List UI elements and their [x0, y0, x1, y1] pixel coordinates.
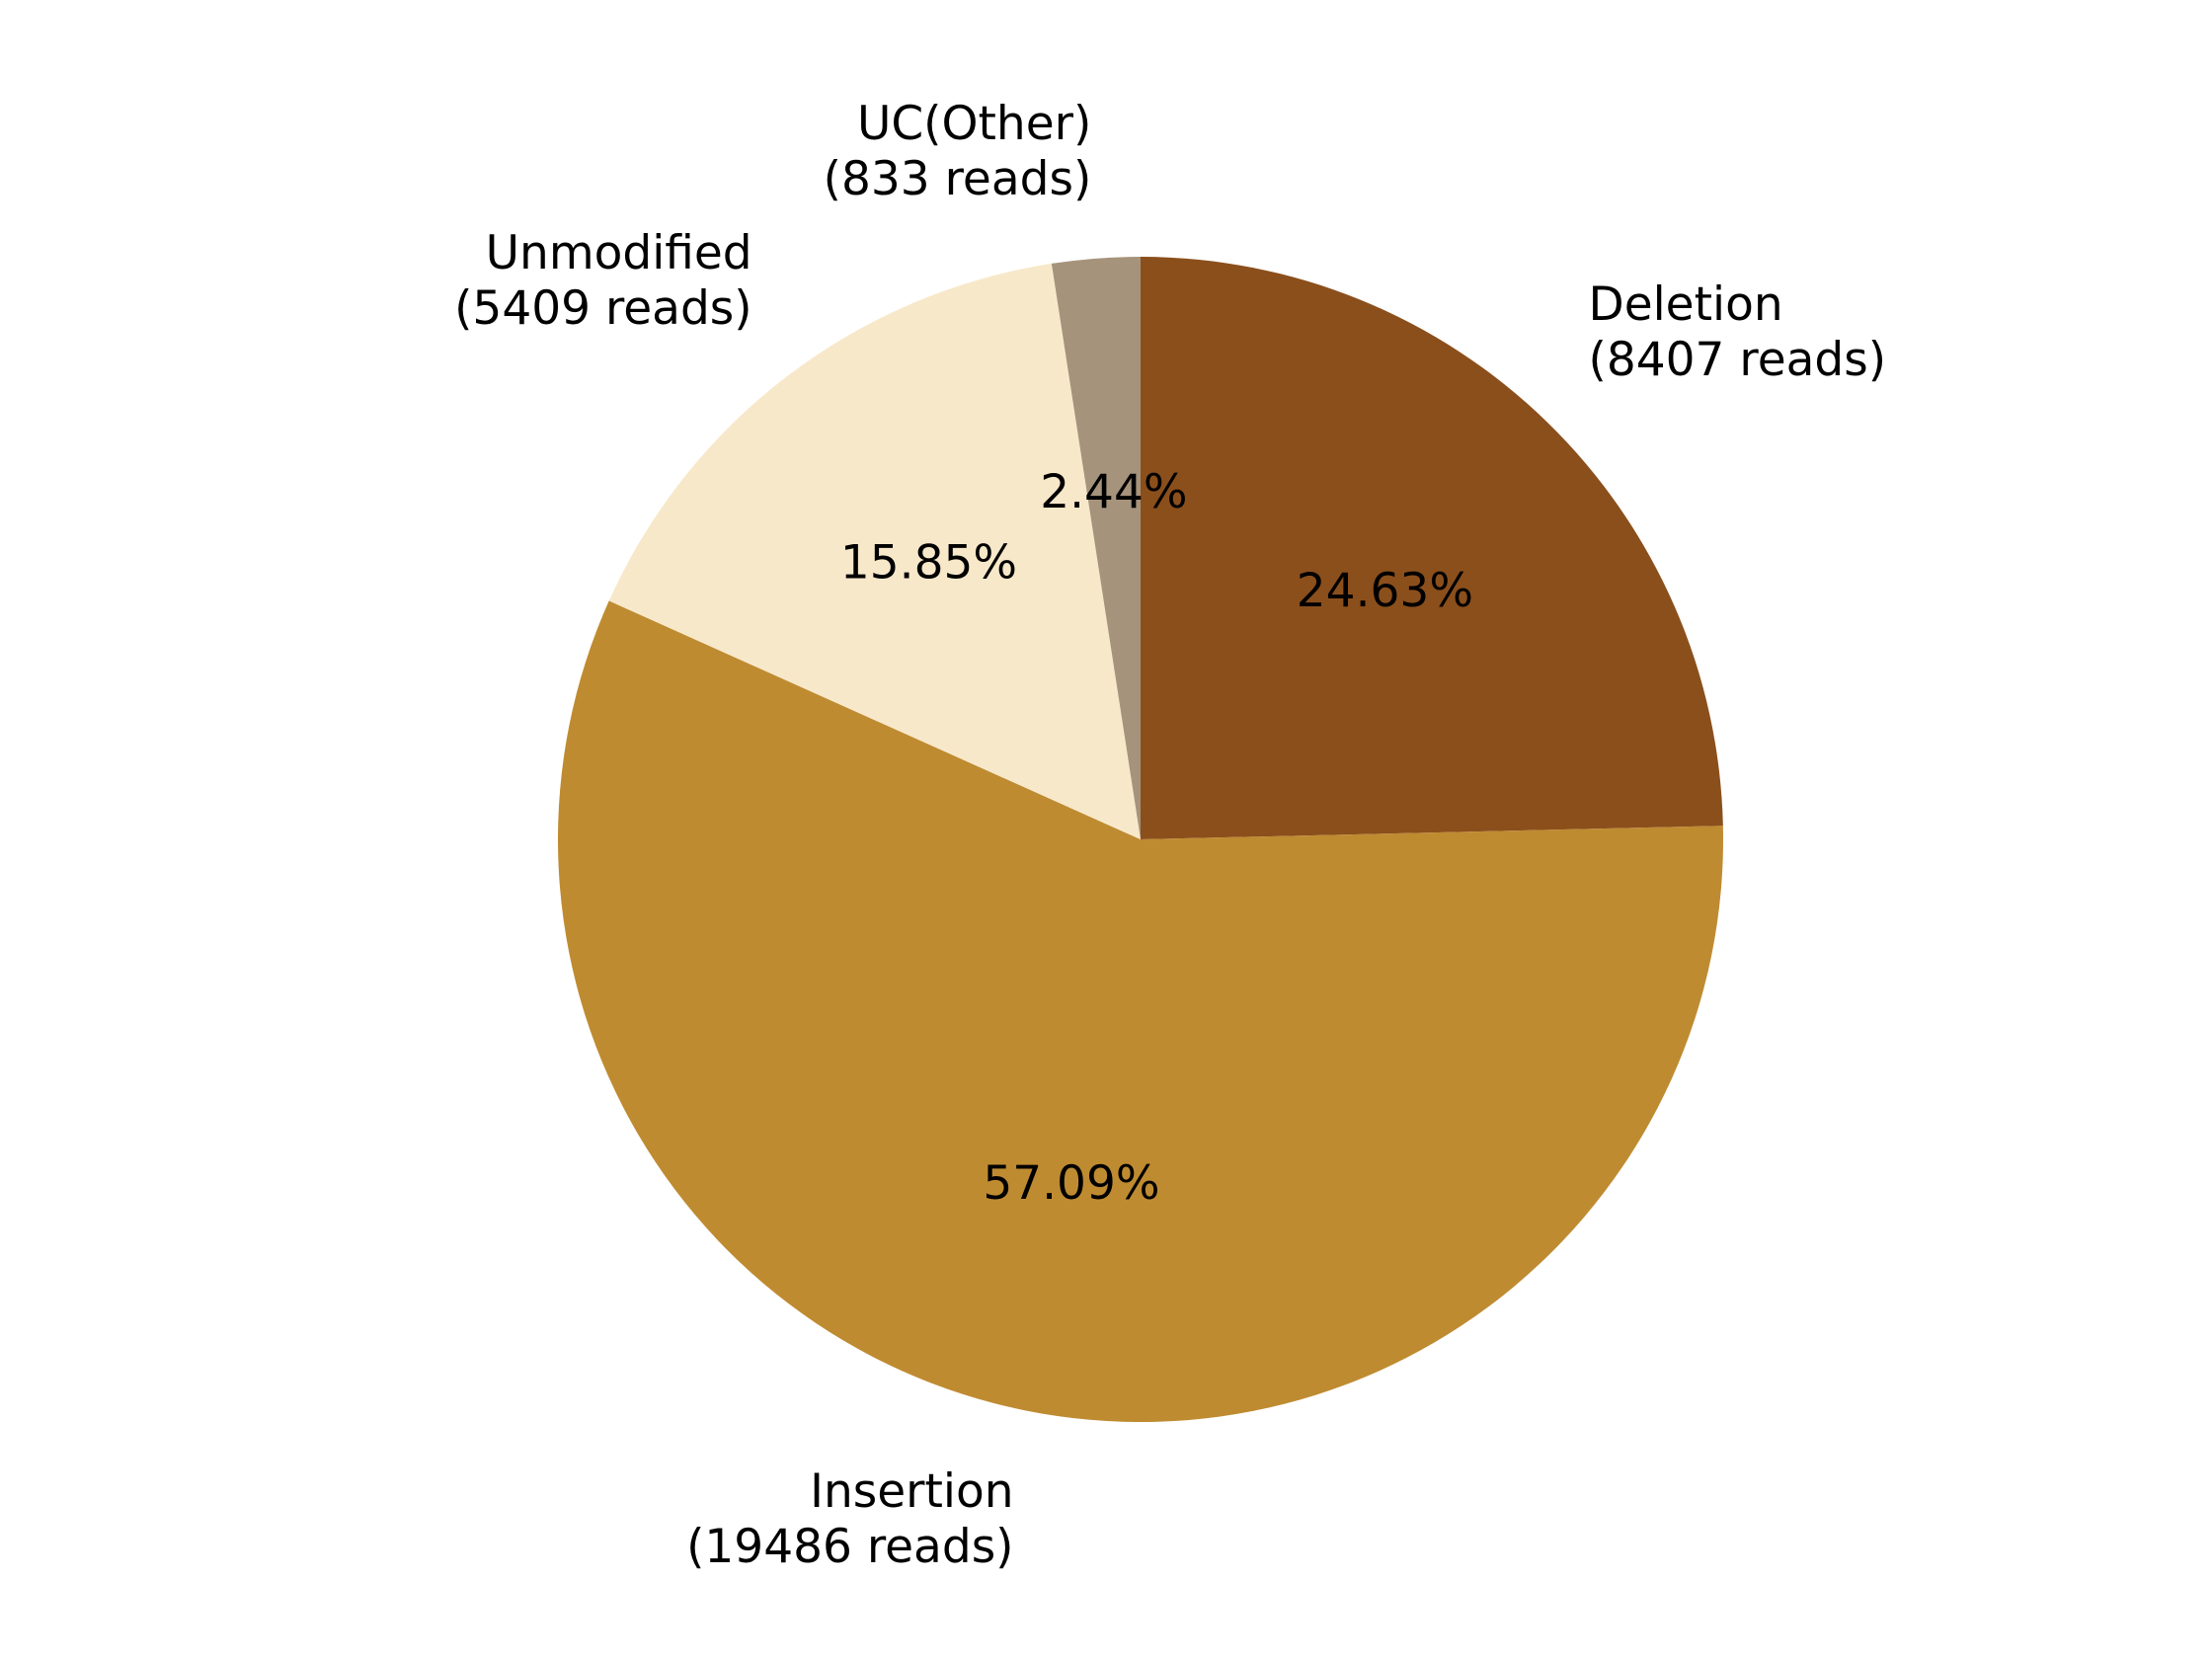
slice-reads-label: (8407 reads) [1589, 333, 1887, 387]
pie-slice-uc-other [1051, 257, 1141, 839]
slice-category-label: Insertion [810, 1464, 1013, 1519]
slice-reads-label: (833 reads) [824, 152, 1092, 206]
pie-slice-unmodified [608, 263, 1141, 839]
slice-category-label: UC(Other) [857, 97, 1091, 151]
slice-label-1: Insertion (19486 reads) [686, 1464, 1013, 1574]
slice-percent-label: 57.09% [983, 1156, 1159, 1211]
pie-slice-deletion [1141, 257, 1723, 839]
pie-slice-insertion [558, 600, 1723, 1422]
slice-percent-label: 15.85% [840, 535, 1017, 590]
slice-label-3: UC(Other) (833 reads) [824, 97, 1092, 206]
slice-percent-label: 24.63% [1297, 564, 1473, 618]
slice-percent-label: 2.44% [1040, 465, 1187, 519]
slice-reads-label: (19486 reads) [686, 1520, 1013, 1574]
slice-label-0: Deletion (8407 reads) [1589, 277, 1887, 387]
slice-category-label: Deletion [1589, 277, 1783, 332]
slice-category-label: Unmodified [486, 226, 752, 280]
slice-reads-label: (5409 reads) [454, 281, 752, 336]
slice-label-2: Unmodified (5409 reads) [454, 226, 752, 336]
